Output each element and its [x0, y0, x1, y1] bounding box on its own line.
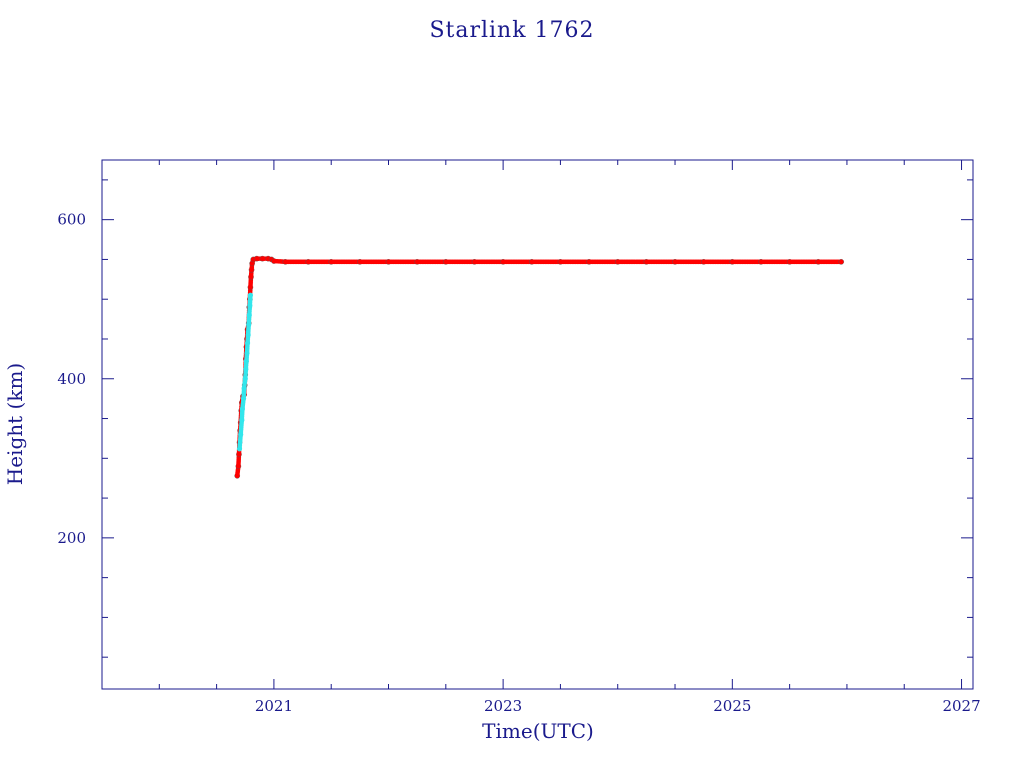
data-point — [247, 292, 254, 298]
series-secondary — [236, 292, 254, 452]
x-tick-label: 2027 — [942, 697, 980, 715]
x-axis-label: Time(UTC) — [482, 719, 594, 743]
data-point — [838, 259, 845, 265]
x-tick-label: 2021 — [255, 697, 293, 715]
data-points — [234, 255, 845, 479]
tick-labels: 2021 2023 2025 2027 200 400 600 — [57, 211, 980, 715]
series-primary — [234, 255, 845, 479]
y-axis-label: Height (km) — [3, 363, 27, 485]
x-tick-label: 2023 — [484, 697, 522, 715]
y-tick-label: 600 — [57, 211, 86, 229]
x-tick-label: 2025 — [713, 697, 751, 715]
chart-title: Starlink 1762 — [429, 18, 594, 43]
y-tick-label: 200 — [57, 529, 86, 547]
axes — [101, 159, 974, 690]
y-tick-label: 400 — [57, 370, 86, 388]
plot-frame — [101, 159, 974, 690]
